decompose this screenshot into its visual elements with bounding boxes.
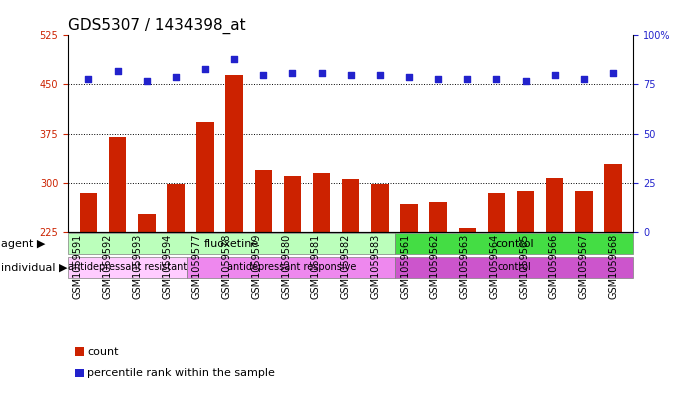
Bar bbox=[342, 180, 360, 379]
Text: antidepressant resistant: antidepressant resistant bbox=[68, 262, 187, 272]
Point bbox=[287, 70, 298, 76]
Bar bbox=[458, 228, 476, 379]
Bar bbox=[575, 191, 592, 379]
Point bbox=[112, 68, 123, 74]
Point bbox=[578, 75, 589, 82]
Point bbox=[549, 72, 560, 78]
Point bbox=[432, 75, 443, 82]
Bar bbox=[313, 173, 330, 379]
Point bbox=[520, 77, 531, 84]
Bar bbox=[371, 184, 389, 379]
Text: GSM1059578: GSM1059578 bbox=[222, 234, 232, 299]
Text: GSM1059566: GSM1059566 bbox=[549, 234, 559, 299]
Bar bbox=[187, 257, 396, 278]
Text: GSM1059593: GSM1059593 bbox=[133, 234, 142, 299]
Text: GSM1059579: GSM1059579 bbox=[251, 234, 262, 299]
Text: fluoxetine: fluoxetine bbox=[204, 239, 259, 249]
Text: individual ▶: individual ▶ bbox=[1, 262, 67, 272]
Bar bbox=[68, 233, 396, 254]
Point bbox=[258, 72, 269, 78]
Point bbox=[200, 66, 210, 72]
Text: GSM1059580: GSM1059580 bbox=[281, 234, 291, 299]
Point bbox=[375, 72, 385, 78]
Bar bbox=[488, 193, 505, 379]
Bar bbox=[196, 123, 214, 379]
Text: count: count bbox=[87, 347, 118, 357]
Bar bbox=[396, 257, 633, 278]
Text: control: control bbox=[495, 239, 534, 249]
Text: GSM1059592: GSM1059592 bbox=[103, 234, 113, 299]
Text: GSM1059561: GSM1059561 bbox=[400, 234, 410, 299]
Text: GSM1059562: GSM1059562 bbox=[430, 234, 440, 299]
Point bbox=[170, 73, 181, 80]
Text: GSM1059565: GSM1059565 bbox=[519, 234, 529, 299]
Text: control: control bbox=[497, 262, 531, 272]
Bar bbox=[400, 204, 417, 379]
Point bbox=[316, 70, 327, 76]
Point bbox=[229, 56, 240, 62]
Point bbox=[607, 70, 618, 76]
Bar bbox=[430, 202, 447, 379]
Point bbox=[462, 75, 473, 82]
Text: GSM1059568: GSM1059568 bbox=[608, 234, 618, 299]
Point bbox=[404, 73, 415, 80]
Bar bbox=[546, 178, 563, 379]
Text: GSM1059594: GSM1059594 bbox=[162, 234, 172, 299]
Bar bbox=[604, 164, 622, 379]
Text: GSM1059577: GSM1059577 bbox=[192, 234, 202, 299]
Text: GSM1059582: GSM1059582 bbox=[340, 234, 351, 299]
Bar bbox=[138, 214, 155, 379]
Bar bbox=[167, 184, 185, 379]
Text: GSM1059591: GSM1059591 bbox=[73, 234, 83, 299]
Text: GSM1059564: GSM1059564 bbox=[490, 234, 499, 299]
Text: agent ▶: agent ▶ bbox=[1, 239, 45, 249]
Text: GSM1059583: GSM1059583 bbox=[370, 234, 381, 299]
Bar bbox=[255, 170, 272, 379]
Point bbox=[83, 75, 94, 82]
Bar bbox=[68, 257, 187, 278]
Bar bbox=[109, 137, 127, 379]
Text: GSM1059581: GSM1059581 bbox=[311, 234, 321, 299]
Bar bbox=[284, 176, 301, 379]
Point bbox=[345, 72, 356, 78]
Text: GDS5307 / 1434398_at: GDS5307 / 1434398_at bbox=[68, 18, 246, 34]
Point bbox=[491, 75, 502, 82]
Text: GSM1059563: GSM1059563 bbox=[460, 234, 470, 299]
Text: antidepressant responsive: antidepressant responsive bbox=[227, 262, 356, 272]
Bar bbox=[80, 193, 97, 379]
Bar bbox=[225, 75, 243, 379]
Bar bbox=[396, 233, 633, 254]
Point bbox=[142, 77, 153, 84]
Text: percentile rank within the sample: percentile rank within the sample bbox=[87, 368, 275, 378]
Text: GSM1059567: GSM1059567 bbox=[579, 234, 588, 299]
Bar bbox=[517, 191, 535, 379]
